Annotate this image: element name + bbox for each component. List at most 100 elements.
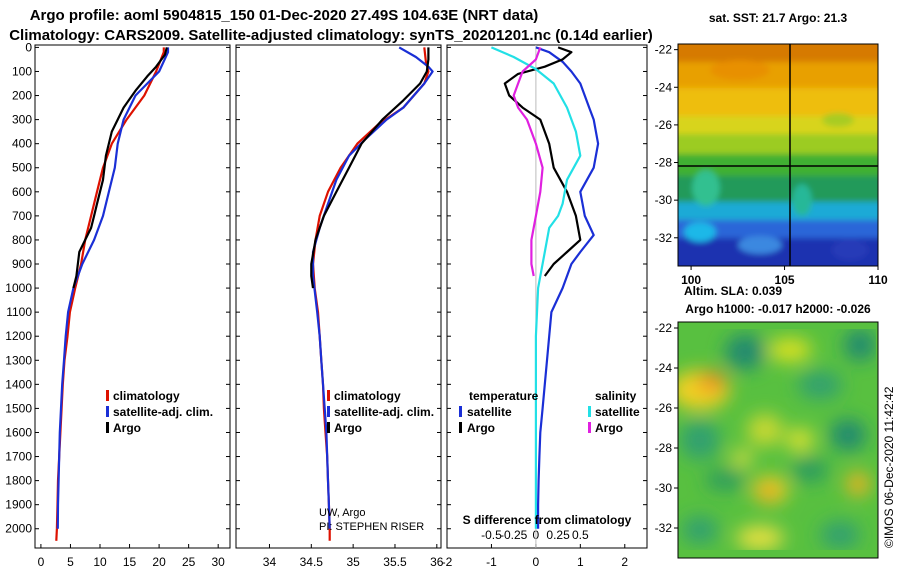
depth-tick-label: 400 [12,137,32,151]
legend-swatch-sal-satellite [588,406,591,417]
title-line-2: Climatology: CARS2009. Satellite-adjuste… [9,27,653,44]
temperature-legend: climatology satellite-adj. clim. Argo [106,389,213,435]
x-tick-label: 1 [577,555,584,569]
map-lat-label: -22 [655,321,673,335]
sla-heatmap [678,322,878,558]
legend-label-argo: Argo [113,421,141,435]
map-lon-label: 105 [775,273,795,287]
salinity-diff-tick-label: -0.25 [500,528,528,542]
map-lon-label: 110 [868,273,888,287]
series-line-satellite [535,46,600,529]
salinity-panel-frame [235,44,442,549]
x-tick-label: 35.5 [383,555,407,569]
depth-tick-label: 1400 [5,377,32,391]
depth-tick-label: 100 [12,64,32,78]
sst-heatmap [678,44,878,266]
salinity-diff-tick-label: 0.5 [572,528,589,542]
x-tick-label: -1 [486,555,497,569]
legend-swatch-argo [106,422,109,433]
series-line-argo [72,47,168,289]
legend-label-sal-argo: Argo [595,421,623,435]
salinity-diff-tick-label: -0.5 [481,528,502,542]
legend-label-temp-argo: Argo [467,421,495,435]
sla-map-subtitle: Argo h1000: -0.017 h2000: -0.026 [685,302,871,316]
sst-map-frame [677,43,879,267]
depth-tick-label: 1300 [5,353,32,367]
title-line-1: Argo profile: aoml 5904815_150 01-Dec-20… [30,7,539,24]
depth-tick-label: 1100 [6,305,32,319]
map-lat-label: -28 [655,441,673,455]
legend-label-sal-satellite: satellite [595,405,640,419]
x-tick-label: 36 [430,555,444,569]
legend-swatch-sal-argo [588,422,591,433]
x-tick-label: 15 [123,555,137,569]
difference-panel-frame [446,44,648,549]
legend-swatch-satellite [327,406,330,417]
x-tick-label: 34.5 [300,555,324,569]
x-tick-label: 20 [152,555,166,569]
map-lon-label: 100 [681,273,701,287]
depth-tick-label: 2000 [5,522,32,536]
legend-swatch-argo [327,422,330,433]
difference-xlabel: S difference from climatology [463,513,632,527]
legend-label-temp-satellite: satellite [467,405,512,419]
legend-header-salinity: salinity [595,389,637,403]
x-tick-label: 30 [212,555,226,569]
x-tick-label: 25 [182,555,196,569]
map-lat-label: -32 [655,521,673,535]
legend-label-satellite: satellite-adj. clim. [334,405,434,419]
map-lat-label: -30 [655,193,673,207]
x-tick-label: 35 [346,555,360,569]
map-lat-label: -24 [655,361,673,375]
depth-tick-label: 1700 [5,450,32,464]
x-tick-label: 5 [67,555,74,569]
x-tick-label: 0 [38,555,45,569]
legend-label-argo: Argo [334,421,362,435]
series-line-satellite-adj-clim- [311,46,434,529]
legend-header-temperature: temperature [469,389,539,403]
legend-swatch-climatology [106,390,109,401]
depth-tick-label: 500 [12,161,32,175]
legend-label-climatology: climatology [334,389,401,403]
salinity-diff-tick-label: 0.25 [546,528,570,542]
sla-map-frame [677,321,879,559]
sst-map-title: sat. SST: 21.7 Argo: 21.3 [709,11,848,25]
legend-label-climatology: climatology [113,389,180,403]
depth-tick-label: 0 [25,40,32,54]
x-tick-label: -2 [442,555,453,569]
x-tick-label: 2 [621,555,628,569]
legend-swatch-satellite [106,406,109,417]
legend-label-satellite: satellite-adj. clim. [113,405,213,419]
depth-tick-label: 1000 [5,281,32,295]
depth-tick-label: 1500 [5,401,32,415]
depth-tick-label: 900 [12,257,32,271]
imos-credit: ©IMOS 06-Dec-2020 11:42:42 [882,386,896,548]
profile-lines [55,46,600,541]
map-lat-label: -30 [655,481,673,495]
x-tick-label: 0 [533,555,540,569]
depth-tick-label: 200 [12,89,32,103]
series-line-satellite [490,46,582,529]
depth-tick-label: 300 [12,113,32,127]
depth-tick-label: 600 [12,185,32,199]
x-tick-label: 34 [263,555,277,569]
depth-tick-label: 1200 [5,329,32,343]
series-line-argo [512,47,544,277]
series-line-argo [503,46,582,277]
legend-swatch-temp-satellite [459,406,462,417]
depth-tick-label: 1800 [5,474,32,488]
depth-tick-label: 800 [12,233,32,247]
x-tick-label: 10 [93,555,107,569]
series-line-argo [310,47,430,289]
pi-name: PI: STEPHEN RISER [319,521,424,533]
legend-swatch-temp-argo [459,422,462,433]
map-lat-label: -22 [655,43,673,57]
difference-legend: temperature salinity satellite Argo sate… [459,389,640,435]
map-lat-label: -26 [655,118,673,132]
map-lat-label: -26 [655,401,673,415]
salinity-legend: climatology satellite-adj. clim. Argo [327,389,434,435]
sst-map-ticks: -22 -24 -26 -28 -30 -32 100 105 110 [655,43,888,287]
sla-map-ticks: -22 -24 -26 -28 -30 -32 [655,321,678,535]
